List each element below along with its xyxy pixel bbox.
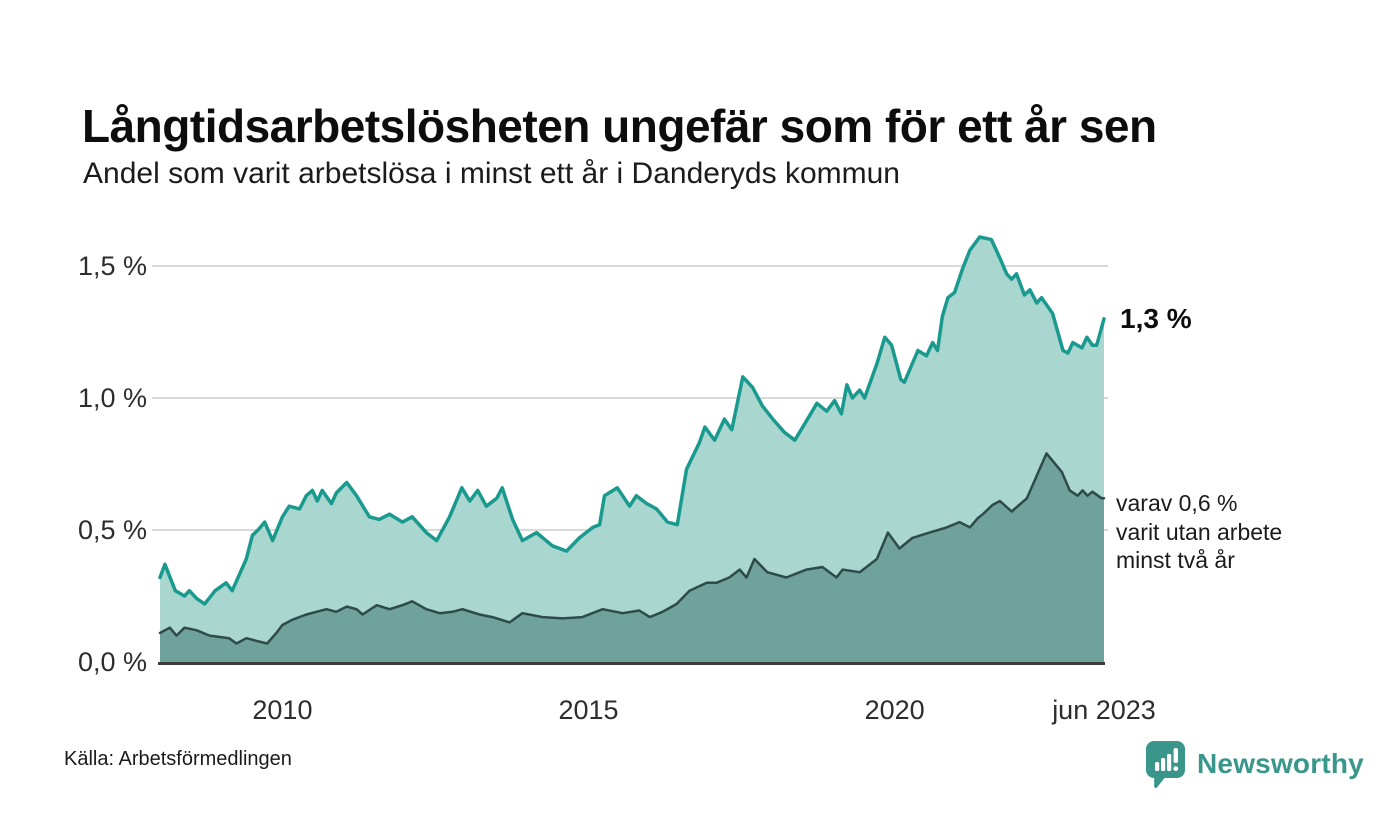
- exclamation-dot: [1173, 766, 1179, 771]
- line-series-2: [158, 452, 1106, 645]
- newsworthy-logo: Newsworthy: [1146, 740, 1364, 788]
- y-tick-label: 1,0 %: [78, 383, 147, 413]
- area-fill-series-1: [160, 237, 1104, 662]
- line-series-1: [158, 235, 1106, 606]
- x-tick-label: jun 2023: [1051, 695, 1156, 725]
- side-annotation: varav 0,6 % varit utan arbete minst två …: [1116, 489, 1282, 575]
- side-annotation-line-1: varav 0,6 %: [1116, 490, 1238, 516]
- x-tick-label: 2020: [865, 695, 925, 725]
- y-tick-label: 0,5 %: [78, 515, 147, 545]
- page-subtitle: Andel som varit arbetslösa i minst ett å…: [83, 157, 900, 190]
- bubble-shape: [1146, 741, 1185, 788]
- y-tick-label: 1,5 %: [78, 251, 147, 281]
- x-tick-label: 2010: [252, 695, 312, 725]
- page-title: Långtidsarbetslösheten ungefär som för e…: [82, 99, 1157, 152]
- y-tick-label: 0,0 %: [78, 647, 147, 677]
- side-annotation-line-3: minst två år: [1116, 547, 1235, 573]
- newsworthy-wordmark: Newsworthy: [1197, 748, 1364, 779]
- side-annotation-line-2: varit utan arbete: [1116, 518, 1283, 545]
- bar-2: [1161, 758, 1166, 771]
- bar-1: [1155, 762, 1160, 771]
- area-fill-series-2: [160, 453, 1104, 662]
- x-tick-label: 2015: [558, 695, 618, 725]
- bar-3: [1167, 754, 1172, 771]
- source-note: Källa: Arbetsförmedlingen: [64, 748, 292, 770]
- newsworthy-bubble-chart-icon: [1146, 741, 1185, 788]
- exclamation-stem: [1173, 748, 1178, 763]
- end-value-label: 1,3 %: [1120, 303, 1192, 334]
